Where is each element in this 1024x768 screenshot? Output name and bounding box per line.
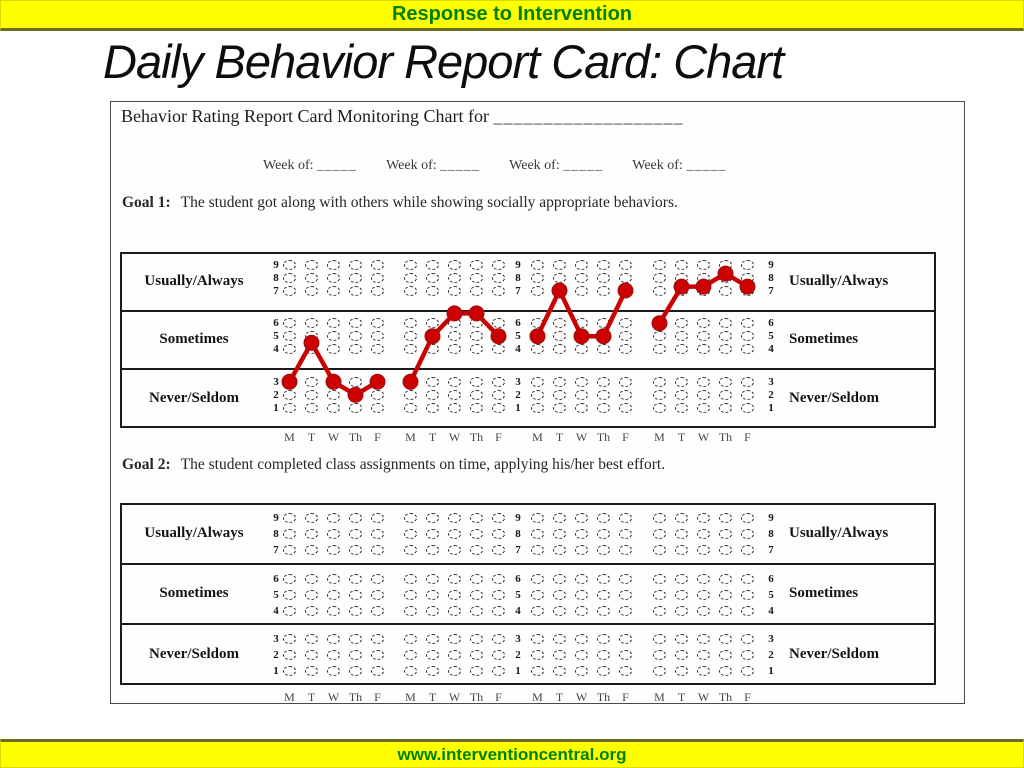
document-title-text: Behavior Rating Report Card Monitoring C… [121,106,489,126]
goal-1-text: The student got along with others while … [180,194,678,211]
footer-banner: www.interventioncentral.org [0,739,1024,768]
banner-title: Response to Intervention [391,3,633,25]
goal-1-label: Goal 1: [122,194,171,211]
week-of-item: Week of: _____ [632,158,727,173]
goal-2-text: The student completed class assignments … [180,456,666,473]
week-of-item: Week of: _____ [509,158,604,173]
week-of-row: Week of: _____ Week of: _____ Week of: ___… [263,158,755,174]
header-banner: Response to Intervention [0,0,1024,31]
week-of-item: Week of: _____ [386,158,481,173]
document-title: Behavior Rating Report Card Monitoring C… [121,106,683,127]
goal-1-line: Goal 1: The student got along with others… [122,194,678,212]
footer-url[interactable]: www.interventioncentral.org [397,744,627,764]
student-name-blank: ___________________ [493,106,684,126]
week-of-item: Week of: _____ [263,158,358,173]
report-card-document: Behavior Rating Report Card Monitoring C… [110,101,965,704]
slide-title: Daily Behavior Report Card: Chart [103,35,784,88]
goal-2-label: Goal 2: [122,456,171,473]
goal-2-line: Goal 2: The student completed class assig… [122,456,665,474]
